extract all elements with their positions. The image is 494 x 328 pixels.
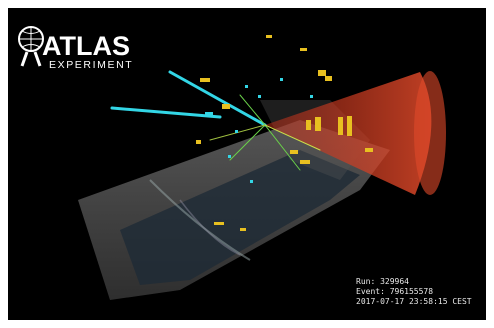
track [229, 124, 266, 161]
muon-track [168, 70, 267, 127]
run-label: Run: 329964 [356, 277, 409, 286]
deposit [200, 78, 210, 82]
barrel-inner [120, 150, 360, 285]
event-label: Event: 796155578 [356, 287, 433, 296]
deposit [196, 140, 201, 144]
deposit [290, 150, 298, 154]
deposit [266, 35, 272, 38]
deposit [240, 228, 246, 231]
hit [280, 78, 283, 81]
logo: ATLAS EXPERIMENT [18, 26, 133, 71]
hit [235, 130, 238, 133]
event-info: Run: 329964 Event: 796155578 2017-07-17 … [356, 277, 472, 306]
track [264, 124, 301, 171]
logo-title: ATLAS [42, 31, 130, 61]
hit [310, 95, 313, 98]
track [264, 124, 321, 151]
hit [245, 85, 248, 88]
logo-subtitle: EXPERIMENT [49, 59, 133, 71]
barrel-ring [149, 179, 251, 261]
deposit [300, 48, 307, 51]
hit [205, 112, 213, 116]
deposit [222, 104, 230, 109]
deposit [318, 70, 326, 76]
barrel-ring [179, 199, 241, 256]
deposit [315, 117, 321, 131]
hits [205, 78, 313, 183]
jet-cap [414, 71, 446, 195]
deposit [214, 222, 224, 225]
hit [228, 155, 231, 158]
deposit [300, 160, 310, 164]
muon-track [110, 106, 222, 119]
deposit [306, 120, 311, 130]
hit [258, 95, 261, 98]
hit [250, 180, 253, 183]
deposit [338, 117, 343, 135]
timestamp-label: 2017-07-17 23:58:15 CEST [356, 297, 472, 306]
deposit [347, 116, 352, 136]
deposit [325, 76, 332, 81]
track [239, 94, 266, 126]
logo-globe-lines [19, 27, 43, 51]
deposits [196, 35, 373, 231]
deposit [365, 148, 373, 152]
logo-figure [20, 51, 42, 67]
